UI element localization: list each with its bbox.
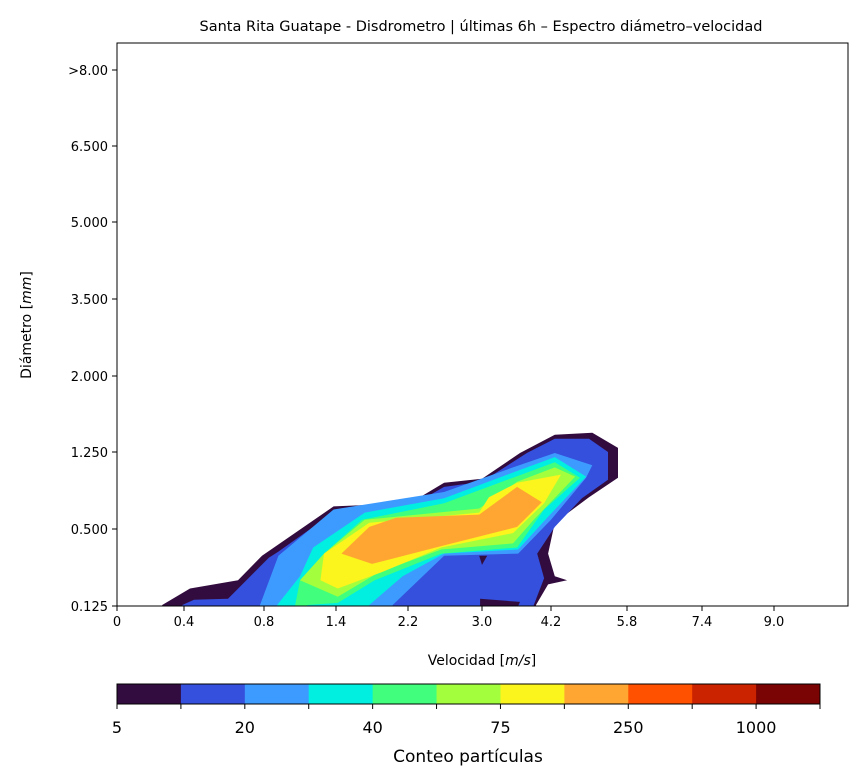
x-tick-label: 2.2 xyxy=(398,615,419,630)
y-tick-label: 5.000 xyxy=(71,216,108,231)
colorbar-tick-label: 20 xyxy=(235,718,255,737)
x-tick-label: 0.8 xyxy=(254,615,275,630)
y-tick-label: >8.00 xyxy=(68,64,108,79)
y-tick-label: 1.250 xyxy=(71,446,108,461)
y-tick-label: 0.125 xyxy=(71,600,108,615)
colorbar-bin xyxy=(756,684,821,704)
colorbar-bin xyxy=(628,684,693,704)
colorbar-bin xyxy=(372,684,438,704)
chart-title: Santa Rita Guatape - Disdrometro | últim… xyxy=(200,19,763,35)
colorbar-tick-label: 250 xyxy=(613,718,644,737)
colorbar-bin xyxy=(308,684,374,704)
x-tick-label: 9.0 xyxy=(764,615,785,630)
contour-level-0 xyxy=(480,598,520,606)
contour-layer xyxy=(162,432,618,606)
colorbar-bin xyxy=(564,684,629,704)
colorbar-bin xyxy=(117,684,182,704)
x-axis-label: Velocidad [m/s] xyxy=(428,653,537,669)
colorbar-bin xyxy=(436,684,501,704)
x-axis: 0 0.4 0.8 1.4 2.2 3.0 4.2 5.8 7.4 9.0 xyxy=(113,606,784,630)
colorbar-tick-label: 1000 xyxy=(736,718,777,737)
x-tick-label: 7.4 xyxy=(692,615,713,630)
x-axis-unit: m/s xyxy=(505,653,531,669)
x-tick-label: 0.4 xyxy=(174,615,195,630)
x-tick-label: 1.4 xyxy=(326,615,347,630)
x-tick-label: 0 xyxy=(113,615,121,630)
colorbar-frame xyxy=(116,683,821,705)
y-tick-label: 2.000 xyxy=(71,370,108,385)
contour-level-0 xyxy=(479,555,488,565)
colorbar-tick-label: 75 xyxy=(490,718,510,737)
x-tick-label: 5.8 xyxy=(617,615,638,630)
y-axis-label-text: Diámetro xyxy=(19,314,35,379)
y-tick-label: 3.500 xyxy=(71,293,108,308)
x-tick-label: 4.2 xyxy=(541,615,562,630)
colorbar-bin xyxy=(692,684,757,704)
colorbar: 5 20 40 75 250 1000 xyxy=(112,683,821,737)
y-axis-label: Diámetro [mm] xyxy=(19,271,35,379)
contour-level-7 xyxy=(341,486,542,564)
colorbar-tick-label: 5 xyxy=(112,718,122,737)
colorbar-bin xyxy=(244,684,310,704)
y-axis-unit: mm xyxy=(19,277,35,304)
colorbar-tick-label: 40 xyxy=(362,718,382,737)
colorbar-label: Conteo partículas xyxy=(393,747,543,767)
x-tick-label: 3.0 xyxy=(472,615,493,630)
y-tick-label: 6.500 xyxy=(71,140,108,155)
colorbar-bin xyxy=(180,684,246,704)
y-axis: 0.125 0.500 1.250 2.000 3.500 5.000 6.500 >8.00 xyxy=(68,64,117,615)
y-tick-label: 0.500 xyxy=(71,523,108,538)
colorbar-bin xyxy=(500,684,565,704)
x-axis-label-text: Velocidad xyxy=(428,653,496,669)
